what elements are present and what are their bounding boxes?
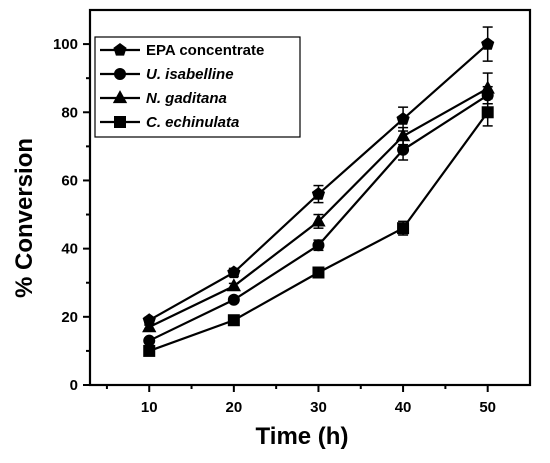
data-point <box>481 106 494 119</box>
y-tick-label: 40 <box>61 241 78 258</box>
data-point <box>227 314 240 327</box>
plot-frame <box>88 8 532 387</box>
plot-border <box>88 8 532 387</box>
legend-marker <box>114 68 126 80</box>
y-tick-label: 60 <box>61 172 78 189</box>
data-point <box>311 187 326 200</box>
legend-marker <box>114 116 126 128</box>
legend-item: EPA concentrate <box>100 42 264 59</box>
x-tick-label: 10 <box>141 399 158 416</box>
axis-ticks: 10 20 30 40 50 0 20 40 60 80 100 <box>53 36 496 416</box>
data-point <box>311 213 326 227</box>
series-square <box>143 97 494 357</box>
x-tick-label: 50 <box>479 399 496 416</box>
legend-label: EPA concentrate <box>146 42 264 59</box>
x-axis-title: Time (h) <box>256 423 349 450</box>
y-tick-label: 80 <box>61 104 78 121</box>
legend-box <box>94 36 301 138</box>
data-point <box>143 334 156 347</box>
series-layer <box>142 26 495 357</box>
data-point <box>143 344 156 357</box>
y-axis-title: % Conversion <box>11 138 38 298</box>
legend-label: N. gaditana <box>146 90 227 107</box>
x-tick-label: 30 <box>310 399 327 416</box>
data-point <box>312 266 325 279</box>
y-tick-label: 100 <box>53 36 78 53</box>
data-point <box>480 80 495 94</box>
legend-item: U. isabelline <box>100 66 234 83</box>
x-tick-label: 20 <box>226 399 243 416</box>
data-point <box>481 37 495 50</box>
legend-label: C. echinulata <box>146 114 239 131</box>
y-tick-label: 20 <box>61 309 78 326</box>
data-point <box>226 278 242 292</box>
legend-item: C. echinulata <box>100 114 239 131</box>
series-triangle <box>142 72 495 333</box>
legend-marker <box>113 43 127 56</box>
data-point <box>397 222 410 235</box>
x-tick-label: 40 <box>395 399 412 416</box>
data-point <box>227 293 240 306</box>
y-tick-label: 0 <box>70 377 78 394</box>
legend: EPA concentrate U. isabelline N. gaditana C… <box>94 36 301 138</box>
data-point <box>397 143 410 156</box>
data-point <box>396 112 410 125</box>
data-point <box>142 319 157 333</box>
data-point <box>227 265 241 279</box>
legend-label: U. isabelline <box>146 66 234 83</box>
data-point <box>312 239 325 252</box>
legend-marker <box>112 90 128 104</box>
legend-item: N. gaditana <box>100 90 227 107</box>
series-pentagon <box>142 26 495 326</box>
data-point <box>395 128 411 142</box>
